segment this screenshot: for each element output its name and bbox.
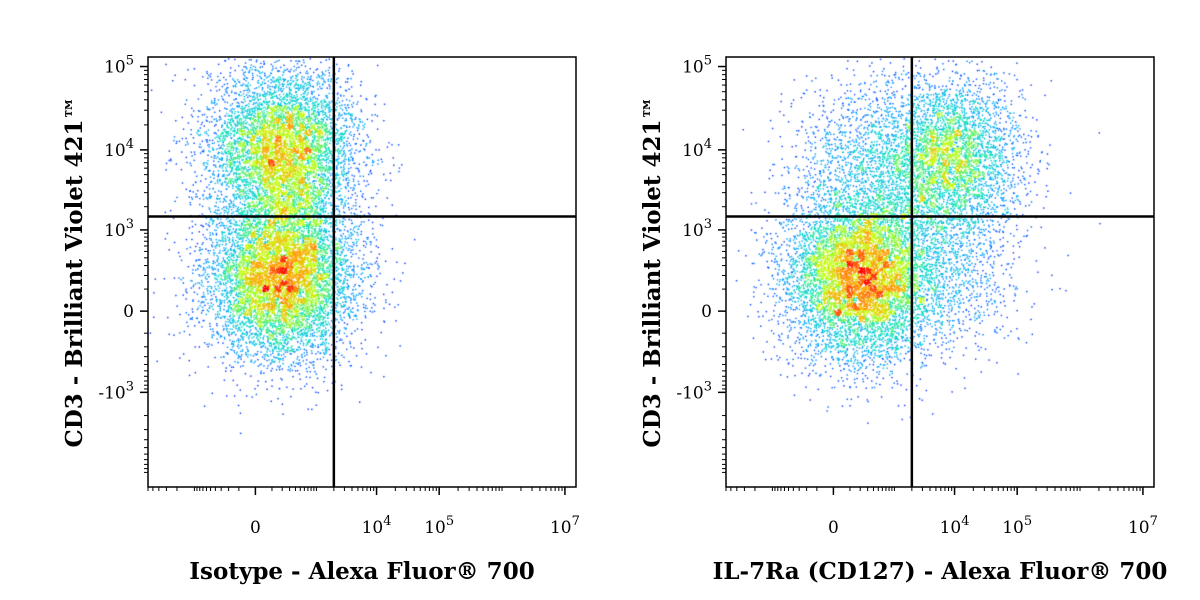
right-plot-dots: [726, 57, 1154, 487]
x-tick-label: 104: [362, 514, 392, 538]
y-tick-label: 0: [701, 302, 712, 322]
panel-left: 0 104 105 107 105 104 103 0 -103 Isotype - Alexa …: [61, 54, 580, 585]
y-tick-label: 103: [682, 217, 712, 241]
x-tick-label: 0: [828, 518, 839, 538]
x-tick-label: 105: [424, 514, 454, 538]
y-tick-label: -103: [676, 379, 712, 403]
x-tick-label: 107: [550, 514, 580, 538]
y-tick-label: 0: [123, 302, 134, 322]
left-plot-dots: [148, 57, 576, 487]
x-axis-title: IL-7Ra (CD127) - Alexa Fluor® 700: [713, 558, 1168, 585]
plot-frame: [147, 56, 577, 488]
x-tick-label: 104: [940, 514, 970, 538]
x-tick-label: 105: [1002, 514, 1032, 538]
y-tick-label: 104: [682, 137, 712, 161]
y-tick-label: 103: [104, 217, 134, 241]
y-tick-label: 105: [682, 54, 712, 78]
x-minor-ticks: [147, 487, 566, 491]
x-minor-ticks: [725, 487, 1144, 491]
y-axis-title: CD3 - Brilliant Violet 421™: [61, 96, 88, 447]
panel-right: 0 104 105 107 105 104 103 0 -103 IL-7Ra (CD127) -…: [639, 54, 1167, 585]
y-axis-title: CD3 - Brilliant Violet 421™: [639, 96, 666, 447]
y-tick-label: -103: [98, 379, 134, 403]
y-tick-label: 105: [104, 54, 134, 78]
plot-frame: [725, 56, 1155, 488]
y-tick-label: 104: [104, 137, 134, 161]
x-tick-label: 0: [250, 518, 261, 538]
x-tick-label: 107: [1128, 514, 1158, 538]
x-axis-title: Isotype - Alexa Fluor® 700: [189, 558, 534, 585]
